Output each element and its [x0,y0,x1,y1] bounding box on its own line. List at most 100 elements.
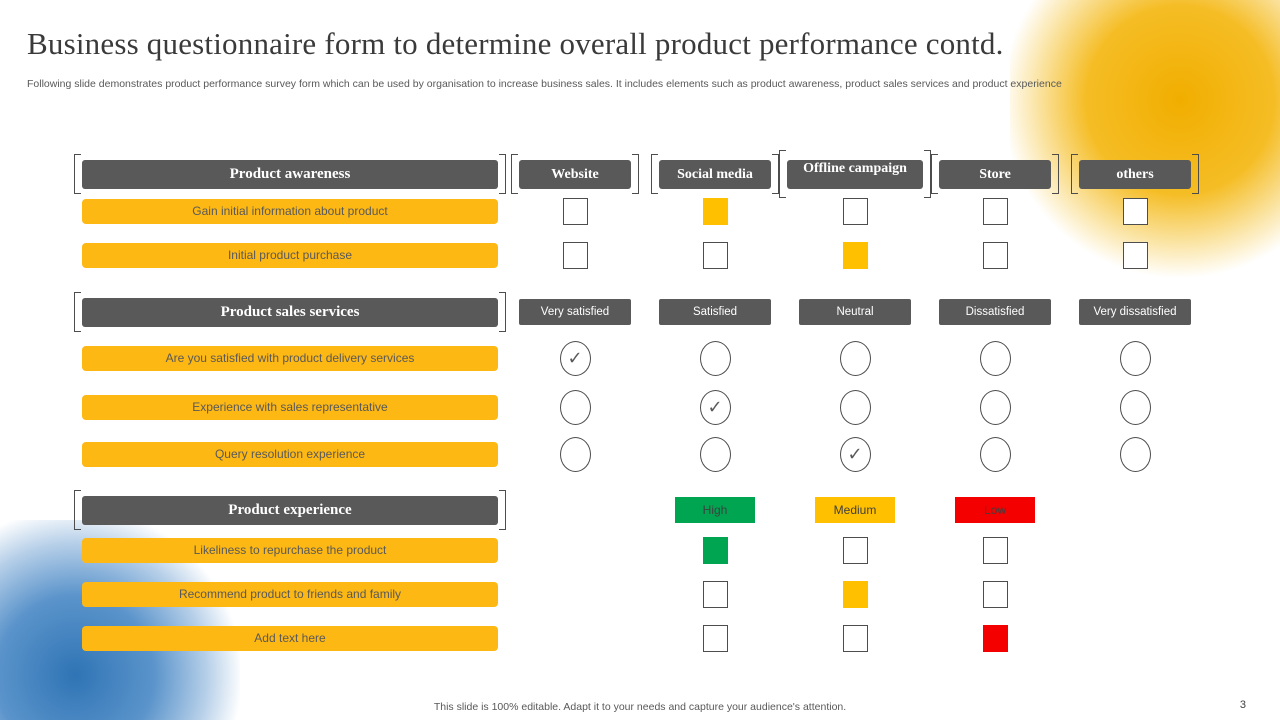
checkbox-website[interactable] [562,198,588,225]
column-header-social-media: Social media [659,159,771,189]
bracket-left-icon [1071,154,1078,194]
column-header-cell: others [1065,154,1205,194]
bracket-right-icon [499,292,506,332]
radio-very-dissatisfied[interactable] [1119,341,1151,376]
checkbox-low-checked[interactable] [982,625,1008,652]
section-header-cell: Product experience [74,490,506,530]
page-number: 3 [1239,699,1246,711]
level-header-low: Low [955,497,1035,523]
checkbox-medium-checked[interactable] [842,581,868,608]
radio-satisfied[interactable] [699,341,731,376]
rating-header-satisfied: Satisfied [659,299,771,325]
question-label: Add text here [82,626,498,651]
checkbox-others[interactable] [1122,198,1148,225]
checkbox-store[interactable] [982,242,1008,269]
question-cell: Experience with sales representative [75,395,505,420]
radio-very-dissatisfied[interactable] [1119,390,1151,425]
bracket-left-icon [779,150,786,198]
checkbox-social-media-checked[interactable] [702,198,728,225]
checkbox-medium[interactable] [842,625,868,652]
question-label: Experience with sales representative [82,395,498,420]
column-header-store: Store [939,159,1051,189]
column-header-cell: Social media [645,154,785,194]
checkbox-medium[interactable] [842,537,868,564]
checkbox-social-media[interactable] [702,242,728,269]
rating-header-dissatisfied: Dissatisfied [939,299,1051,325]
radio-neutral[interactable] [839,390,871,425]
bracket-left-icon [74,490,81,530]
section-header-product-awareness: Product awareness [82,159,498,189]
checkbox-high[interactable] [702,581,728,608]
radio-satisfied[interactable] [699,437,731,472]
footer-note: This slide is 100% editable. Adapt it to… [433,701,847,713]
rating-header-very-dissatisfied: Very dissatisfied [1079,299,1191,325]
table-row: Query resolution experience ✓ [75,437,1205,472]
checkbox-low[interactable] [982,581,1008,608]
radio-satisfied-selected[interactable]: ✓ [699,390,731,425]
table-row: Add text here [75,625,1205,652]
radio-very-satisfied-selected[interactable]: ✓ [559,341,591,376]
checkbox-high-checked[interactable] [702,537,728,564]
table-row: Gain initial information about product [75,198,1205,225]
question-label: Are you satisfied with product delivery … [82,346,498,371]
column-header-cell: Store [925,154,1065,194]
bracket-left-icon [511,154,518,194]
sales-header-row: Product sales services Very satisfied Sa… [74,292,1205,332]
level-header-medium: Medium [815,497,895,523]
checkbox-others[interactable] [1122,242,1148,269]
checkbox-high[interactable] [702,625,728,652]
checkbox-offline-campaign[interactable] [842,198,868,225]
check-icon: ✓ [847,444,863,465]
bracket-left-icon [931,154,938,194]
question-label: Recommend product to friends and family [82,582,498,607]
section-header-cell: Product sales services [74,292,506,332]
radio-dissatisfied[interactable] [979,341,1011,376]
question-cell: Query resolution experience [75,442,505,467]
question-label: Gain initial information about product [82,199,498,224]
radio-very-satisfied[interactable] [559,390,591,425]
column-header-offline-campaign: Offline campaign [787,159,923,189]
checkbox-store[interactable] [982,198,1008,225]
question-cell: Recommend product to friends and family [75,582,505,607]
table-row: Experience with sales representative ✓ [75,390,1205,425]
bracket-right-icon [924,150,931,198]
bracket-right-icon [499,154,506,194]
page-title: Business questionnaire form to determine… [27,26,1004,61]
section-header-cell: Product awareness [74,154,506,194]
bracket-left-icon [74,292,81,332]
question-cell: Are you satisfied with product delivery … [75,346,505,371]
question-cell: Initial product purchase [75,243,505,268]
page-subtitle: Following slide demonstrates product per… [27,78,1062,90]
bracket-right-icon [1192,154,1199,194]
radio-very-dissatisfied[interactable] [1119,437,1151,472]
rating-header-neutral: Neutral [799,299,911,325]
bracket-right-icon [499,490,506,530]
table-row: Are you satisfied with product delivery … [75,341,1205,376]
bracket-left-icon [74,154,81,194]
bracket-right-icon [632,154,639,194]
bracket-right-icon [772,154,779,194]
question-label: Initial product purchase [82,243,498,268]
table-row: Initial product purchase [75,242,1205,269]
question-cell: Gain initial information about product [75,199,505,224]
section-header-product-experience: Product experience [82,495,498,525]
question-label: Query resolution experience [82,442,498,467]
radio-dissatisfied[interactable] [979,437,1011,472]
radio-neutral[interactable] [839,341,871,376]
checkbox-low[interactable] [982,537,1008,564]
check-icon: ✓ [707,397,723,418]
experience-header-row: Product experience High Medium Low [74,490,1205,530]
radio-neutral-selected[interactable]: ✓ [839,437,871,472]
checkbox-website[interactable] [562,242,588,269]
table-row: Recommend product to friends and family [75,581,1205,608]
question-cell: Add text here [75,626,505,651]
checkbox-offline-campaign-checked[interactable] [842,242,868,269]
bracket-left-icon [651,154,658,194]
questionnaire-table: Product awareness Website Social media O… [74,150,1205,660]
awareness-header-row: Product awareness Website Social media O… [74,150,1205,198]
level-header-high: High [675,497,755,523]
check-icon: ✓ [567,348,583,369]
radio-dissatisfied[interactable] [979,390,1011,425]
radio-very-satisfied[interactable] [559,437,591,472]
